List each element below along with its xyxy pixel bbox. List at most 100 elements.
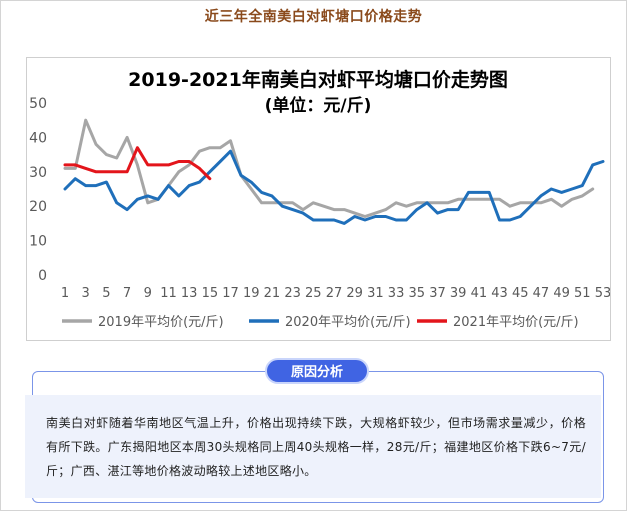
legend-label-3: 2021年平均价(元/斤): [453, 315, 579, 330]
y-tick-label: 10: [29, 234, 47, 250]
data-point-3: [115, 170, 118, 173]
x-tick-label: 41: [471, 286, 488, 301]
data-point-2: [394, 218, 398, 222]
data-point-2: [84, 184, 87, 187]
x-tick-label: 1: [61, 286, 69, 301]
data-point-1: [115, 156, 118, 160]
data-point-2: [301, 211, 305, 215]
chart-subtitle: (单位：元/斤): [265, 95, 372, 116]
data-point-1: [281, 201, 284, 204]
data-point-1: [363, 215, 367, 218]
data-point-1: [529, 201, 532, 204]
data-point-1: [198, 149, 201, 153]
data-point-2: [218, 160, 222, 163]
data-point-1: [581, 194, 584, 198]
data-point-1: [125, 136, 129, 139]
data-point-1: [467, 198, 470, 201]
data-point-2: [208, 170, 212, 173]
x-tick-label: 3: [82, 286, 90, 301]
data-point-1: [146, 201, 149, 204]
x-tick-label: 17: [222, 286, 239, 301]
data-point-1: [105, 153, 108, 156]
data-point-2: [136, 198, 139, 201]
data-point-2: [156, 198, 160, 201]
x-tick-label: 27: [326, 286, 343, 301]
data-point-2: [322, 218, 325, 222]
analysis-text: 南美白对虾随着华南地区气温上升，价格出现持续下跌，大规格虾较少，但市场需求量减少…: [46, 416, 586, 478]
data-point-3: [146, 163, 149, 167]
data-point-1: [260, 201, 263, 204]
data-point-2: [374, 215, 377, 218]
data-point-2: [436, 211, 439, 215]
data-point-3: [198, 167, 201, 170]
data-point-1: [539, 201, 543, 204]
y-tick-label: 50: [29, 96, 47, 112]
data-point-3: [63, 163, 67, 167]
data-point-1: [136, 163, 139, 167]
data-point-2: [177, 194, 181, 198]
data-point-2: [601, 160, 605, 163]
y-tick-label: 20: [29, 199, 47, 215]
data-point-2: [539, 194, 543, 198]
x-tick-label: 5: [102, 286, 110, 301]
data-point-1: [322, 205, 325, 208]
data-point-2: [363, 218, 367, 222]
line-chart: 2019-2021年南美白对虾平均塘口价走势图 (单位：元/斤) 0 10 20 30 40…: [29, 68, 610, 330]
x-tick-label: 39: [450, 286, 467, 301]
data-point-1: [498, 198, 501, 201]
x-tick-label: 23: [284, 286, 301, 301]
x-tick-label: 9: [144, 286, 152, 301]
x-tick-label: 13: [181, 286, 198, 301]
data-point-1: [270, 201, 274, 204]
data-point-1: [405, 205, 408, 208]
data-point-3: [105, 170, 108, 173]
y-tick-label: 40: [29, 130, 47, 146]
analysis-badge: 原因分析: [265, 358, 369, 384]
data-point-2: [198, 180, 201, 184]
data-point-1: [519, 201, 522, 204]
data-point-3: [136, 146, 139, 149]
x-tick-label: 29: [346, 286, 363, 301]
data-point-2: [74, 177, 77, 180]
data-point-1: [384, 208, 387, 211]
data-point-2: [591, 163, 594, 167]
data-point-2: [105, 180, 108, 184]
data-point-1: [487, 198, 491, 201]
data-point-2: [405, 218, 408, 222]
x-tick-label: 31: [367, 286, 384, 301]
data-point-2: [529, 205, 532, 208]
data-point-2: [125, 208, 129, 211]
data-point-1: [508, 205, 512, 208]
data-point-1: [301, 208, 305, 211]
data-point-2: [415, 208, 418, 211]
data-point-1: [74, 167, 77, 170]
data-point-2: [425, 201, 429, 204]
data-point-1: [570, 198, 574, 201]
data-point-2: [477, 191, 481, 194]
data-point-3: [208, 177, 212, 180]
data-point-2: [63, 187, 67, 191]
data-point-1: [187, 163, 191, 167]
x-tick-label: 21: [264, 286, 281, 301]
x-tick-label: 43: [491, 286, 508, 301]
data-point-1: [550, 198, 553, 201]
chart-title: 2019-2021年南美白对虾平均塘口价走势图: [128, 68, 508, 91]
data-point-2: [281, 205, 284, 208]
data-point-1: [208, 146, 212, 149]
y-tick-label: 0: [38, 268, 47, 284]
data-point-3: [94, 170, 98, 173]
data-point-2: [115, 201, 118, 204]
data-point-2: [384, 215, 387, 218]
data-point-3: [84, 167, 87, 170]
data-point-2: [446, 208, 450, 211]
data-point-2: [167, 184, 170, 187]
data-point-2: [312, 218, 315, 222]
data-point-1: [436, 201, 439, 204]
data-point-1: [84, 119, 87, 122]
series-line-1: [63, 118, 595, 218]
data-point-1: [343, 208, 346, 211]
data-point-2: [353, 215, 356, 218]
data-point-3: [74, 163, 77, 167]
data-point-1: [394, 201, 398, 204]
x-tick-label: 51: [574, 286, 591, 301]
